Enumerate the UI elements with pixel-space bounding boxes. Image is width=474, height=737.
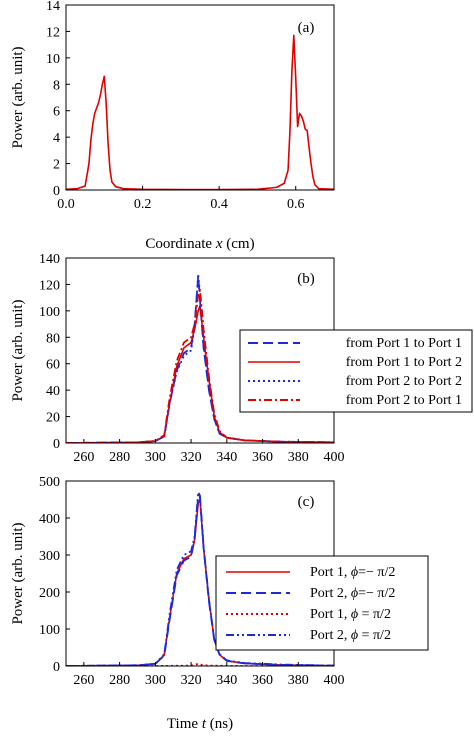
legend-entry-1: Port 1, ϕ=− π/2: [310, 565, 395, 580]
y-tick-label: 140: [39, 252, 60, 267]
y-tick-label: 0: [53, 437, 60, 452]
legend-entry-1: from Port 1 to Port 1: [346, 336, 462, 351]
x-tick-label: 340: [216, 673, 237, 688]
y-tick-label: 12: [46, 25, 60, 40]
y-tick-label: 0: [53, 660, 60, 675]
y-axis-label: Power (arb. unit): [10, 299, 26, 401]
legend-entry-3: Port 1, ϕ = π/2: [310, 607, 391, 622]
x-tick-label: 360: [252, 673, 273, 688]
x-tick-label: 0.4: [210, 197, 228, 212]
x-tick-label: 260: [73, 673, 94, 688]
x-tick-label: 320: [181, 673, 202, 688]
plot-frame: [65, 4, 335, 191]
y-tick-label: 20: [46, 411, 60, 426]
y-tick-label: 60: [46, 358, 60, 373]
y-tick-label: 0: [53, 184, 60, 199]
y-tick-label: 6: [53, 105, 60, 120]
panel-3: 260 280 300 320 340 360 380 400 0 100 200 300 400 500…: [10, 475, 429, 732]
series-line-1: [66, 34, 334, 190]
y-tick-label: 100: [39, 623, 60, 638]
x-tick-label: 0.6: [287, 197, 305, 212]
series-line-4: [66, 491, 334, 666]
y-tick-label: 400: [39, 512, 60, 527]
legend-entry-2: from Port 1 to Port 2: [346, 355, 462, 370]
x-tick-label: 0.2: [134, 197, 152, 212]
y-tick-label: 500: [39, 475, 60, 490]
x-tick-label: 280: [109, 673, 130, 688]
panel-label: (c): [298, 494, 315, 510]
y-tick-label: 80: [46, 331, 60, 346]
x-tick-label: 300: [145, 673, 166, 688]
legend-entry-3: from Port 2 to Port 2: [346, 374, 462, 389]
legend-entry-4: Port 2, ϕ = π/2: [310, 628, 391, 643]
x-tick-label: 340: [216, 450, 237, 465]
series-line-4: [66, 288, 334, 443]
x-tick-label: 300: [145, 450, 166, 465]
legend-entry-2: Port 2, ϕ=− π/2: [310, 586, 395, 601]
x-tick-label: 320: [181, 450, 202, 465]
y-tick-label: 14: [46, 0, 60, 14]
legend: from Port 1 to Port 1 from Port 1 to Port…: [239, 329, 473, 413]
y-tick-label: 300: [39, 549, 60, 564]
x-tick-label: 360: [252, 450, 273, 465]
panel-label: (b): [297, 271, 315, 287]
legend: Port 1, ϕ=− π/2 Port 2, ϕ=− π/2 Port 1, ϕ …: [215, 555, 429, 651]
x-tick-label: 380: [288, 673, 309, 688]
x-tick-label: 380: [288, 450, 309, 465]
y-tick-label: 200: [39, 586, 60, 601]
x-tick-label: 280: [109, 450, 130, 465]
x-axis-label: Coordinate x (cm): [145, 236, 254, 252]
panel-1: 0.0 0.2 0.4 0.6 0 2 4 6 8 10 12 14 Power (arb. unit)…: [10, 0, 335, 252]
y-axis-label: Power (arb. unit): [10, 46, 26, 148]
y-axis-label: Power (arb. unit): [10, 522, 26, 624]
y-tick-label: 120: [39, 278, 60, 293]
x-tick-label: 400: [324, 450, 345, 465]
y-tick-label: 10: [46, 52, 60, 67]
legend-entry-4: from Port 2 to Port 1: [346, 393, 462, 408]
y-tick-label: 4: [53, 131, 60, 146]
panel-label: (a): [298, 20, 315, 36]
y-tick-label: 2: [53, 158, 60, 173]
x-axis-label: Time t (ns): [167, 716, 233, 732]
y-tick-label: 8: [53, 78, 60, 93]
x-tick-label: 0.0: [57, 197, 75, 212]
x-tick-label: 260: [73, 450, 94, 465]
y-tick-label: 40: [46, 384, 60, 399]
y-tick-label: 100: [39, 305, 60, 320]
x-tick-label: 400: [324, 673, 345, 688]
panel-2: 260 280 300 320 340 360 380 400 0 20 40 60 80 100 120 1…: [10, 252, 473, 465]
